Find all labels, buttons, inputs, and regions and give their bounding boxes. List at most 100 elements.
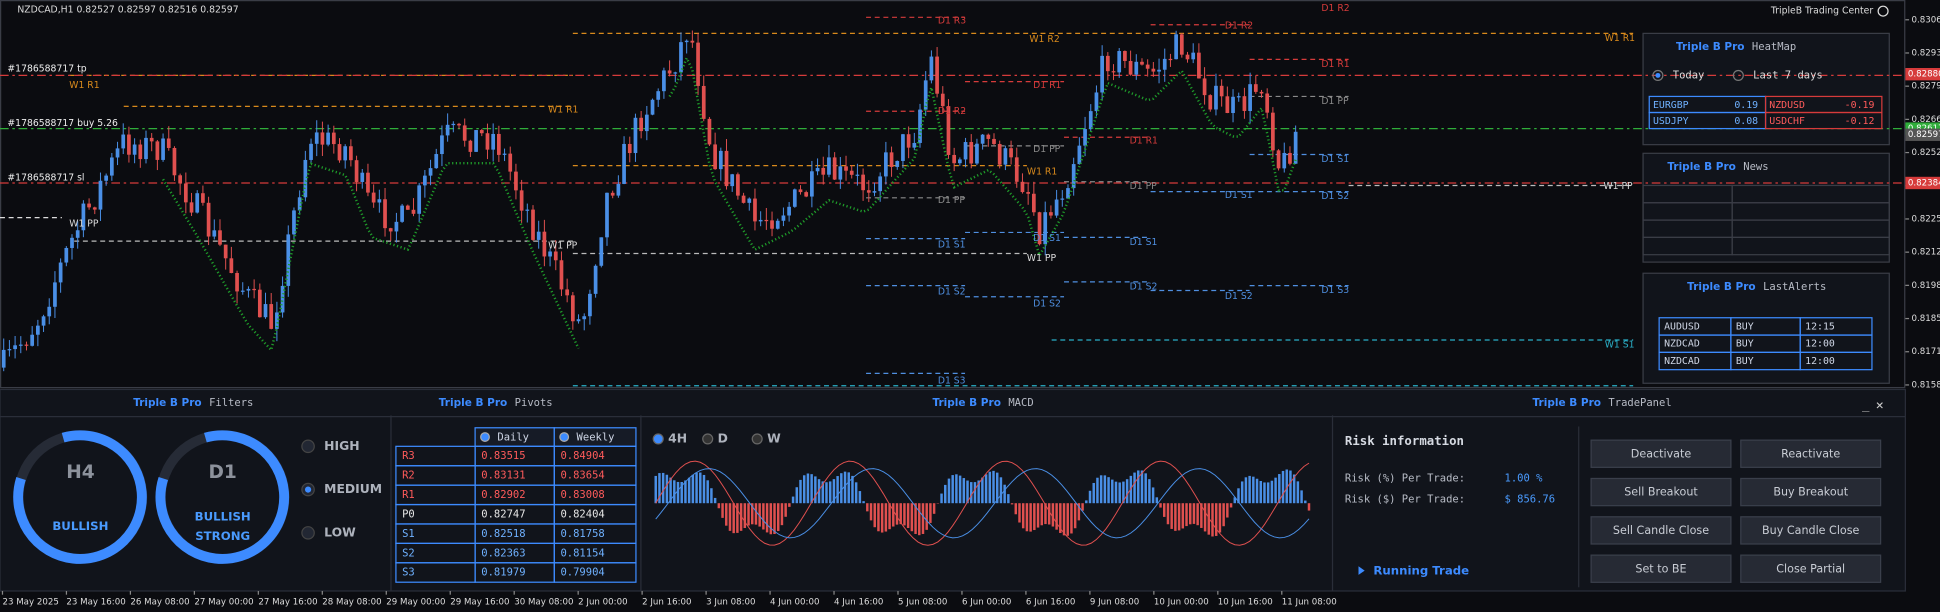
candle bbox=[593, 265, 598, 294]
macd-bar bbox=[780, 503, 784, 526]
candle bbox=[1248, 84, 1252, 111]
candle bbox=[644, 114, 649, 132]
candle bbox=[724, 150, 729, 187]
macd-bar bbox=[1270, 480, 1274, 504]
macd-bar bbox=[1159, 503, 1162, 508]
level-label: D1 S2 bbox=[1130, 281, 1158, 292]
candle bbox=[161, 138, 165, 160]
candle bbox=[707, 118, 712, 145]
gauge-timeframe: D1 bbox=[209, 462, 237, 483]
candle bbox=[149, 137, 154, 142]
radio-dot bbox=[1655, 72, 1661, 78]
candle bbox=[673, 72, 678, 74]
macd-bar bbox=[847, 472, 850, 504]
radio[interactable] bbox=[559, 432, 570, 442]
button[interactable] bbox=[1590, 516, 1732, 545]
candle bbox=[548, 251, 552, 257]
candle bbox=[559, 260, 564, 290]
macd-bar bbox=[1252, 476, 1255, 504]
candle bbox=[963, 142, 968, 160]
macd-bar bbox=[776, 503, 780, 532]
candle bbox=[286, 234, 291, 286]
candle bbox=[1083, 129, 1087, 146]
pivot-cell bbox=[553, 562, 637, 583]
order-label: #1786588717 buy 5.26 bbox=[7, 118, 118, 129]
macd-bar bbox=[695, 472, 698, 504]
macd-bar bbox=[906, 503, 910, 529]
button[interactable] bbox=[1590, 439, 1732, 468]
candle bbox=[121, 134, 126, 149]
time-tick-label: 11 Jun 08:00 bbox=[1282, 598, 1337, 608]
candle bbox=[1066, 188, 1070, 199]
heatmap-symbol: USDCHF bbox=[1769, 116, 1805, 127]
radio[interactable] bbox=[751, 433, 763, 445]
time-tick-label: 10 Jun 16:00 bbox=[1218, 598, 1273, 608]
macd-bar bbox=[765, 503, 769, 533]
macd-bar bbox=[1103, 475, 1107, 504]
price-marker bbox=[1905, 68, 1940, 81]
level-label: D1 S1 bbox=[1321, 154, 1349, 165]
button[interactable] bbox=[1590, 554, 1732, 583]
radio[interactable] bbox=[652, 433, 664, 445]
button[interactable] bbox=[1590, 477, 1732, 507]
macd-bar bbox=[877, 503, 880, 532]
heatmap-symbol: NZDUSD bbox=[1769, 100, 1805, 111]
macd-bar bbox=[866, 503, 869, 512]
candle bbox=[650, 99, 655, 115]
candle bbox=[986, 134, 991, 139]
order-label: #1786588717 tp bbox=[7, 64, 86, 75]
radio[interactable] bbox=[480, 432, 490, 442]
level-label: D1 R2 bbox=[1225, 20, 1253, 31]
gauge-timeframe: H4 bbox=[66, 462, 95, 483]
candle bbox=[1157, 69, 1161, 72]
candle bbox=[838, 166, 843, 180]
candle bbox=[1043, 212, 1048, 245]
macd-bar bbox=[1081, 503, 1084, 511]
macd-bar bbox=[773, 503, 776, 535]
button[interactable] bbox=[1740, 477, 1882, 507]
radio[interactable] bbox=[1652, 69, 1664, 81]
macd-bar bbox=[992, 470, 995, 504]
radio[interactable] bbox=[702, 433, 714, 445]
candle bbox=[969, 142, 974, 164]
gauge-state: STRONG bbox=[195, 529, 250, 543]
button[interactable] bbox=[1740, 516, 1882, 545]
candle bbox=[75, 230, 80, 238]
macd-bar bbox=[706, 480, 709, 504]
candle bbox=[821, 167, 826, 175]
candle bbox=[536, 231, 541, 240]
radio[interactable] bbox=[301, 526, 315, 540]
alerts-panel bbox=[1642, 272, 1890, 384]
candle bbox=[758, 219, 763, 222]
macd-bar bbox=[1044, 503, 1047, 525]
close-button[interactable]: × bbox=[1876, 398, 1884, 414]
candle bbox=[1134, 61, 1139, 75]
macd-bar bbox=[1226, 503, 1229, 518]
macd-bar bbox=[1036, 503, 1040, 528]
level-label: W1 PP bbox=[1027, 253, 1057, 264]
candle bbox=[41, 316, 46, 326]
candle bbox=[696, 42, 700, 86]
button[interactable] bbox=[1740, 439, 1882, 468]
candle bbox=[1179, 34, 1184, 55]
radio[interactable] bbox=[301, 439, 315, 454]
candle bbox=[684, 40, 689, 43]
macd-bar bbox=[702, 474, 706, 504]
candle bbox=[792, 189, 797, 207]
heatmap-symbol: USDJPY bbox=[1653, 116, 1689, 127]
macd-bar bbox=[1007, 494, 1010, 504]
candle bbox=[787, 206, 791, 216]
level-label: W1 R1 bbox=[1027, 166, 1057, 177]
minimize-button[interactable]: _ bbox=[1862, 398, 1870, 412]
button[interactable] bbox=[1740, 554, 1882, 583]
candle bbox=[1088, 111, 1093, 130]
candle bbox=[240, 290, 245, 292]
symbol-info: NZDCAD,H1 0.82527 0.82597 0.82516 0.8259… bbox=[17, 4, 238, 15]
radio[interactable] bbox=[1732, 69, 1744, 81]
macd-bar bbox=[888, 503, 891, 530]
candle bbox=[844, 166, 848, 171]
macd-bar bbox=[1014, 503, 1018, 515]
order-label: #1786588717 sl bbox=[7, 173, 84, 184]
macd-bar bbox=[1244, 477, 1248, 504]
candle bbox=[514, 171, 518, 191]
